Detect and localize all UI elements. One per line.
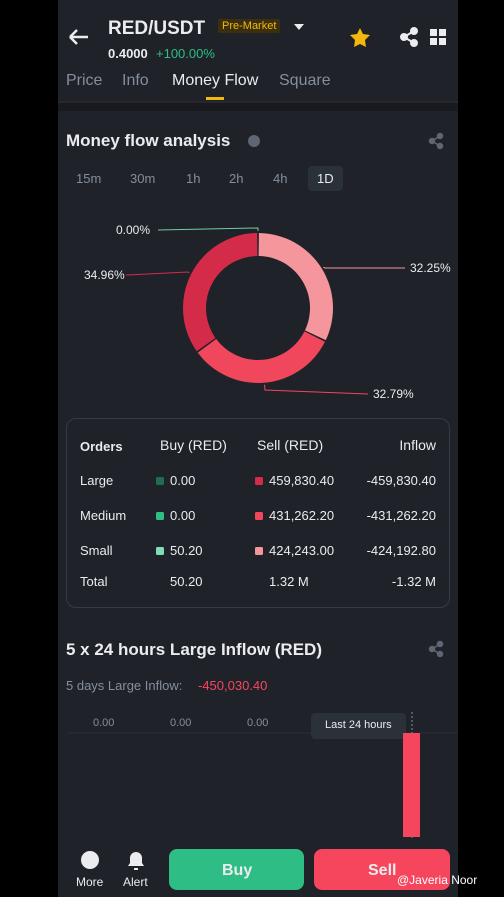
buy-label[interactable]: Buy [222, 862, 253, 879]
table-cell: 50.20 [170, 543, 203, 558]
tooltip: Last 24 hours [325, 719, 392, 731]
interval[interactable]: 4h [273, 171, 288, 186]
more-icon[interactable] [81, 851, 99, 869]
summary-label: 5 days Large Inflow: [66, 678, 183, 693]
summary-value: -450,030.40 [198, 678, 268, 693]
color-dot [255, 477, 263, 485]
donut-label: 32.25% [410, 261, 451, 275]
share-icon[interactable] [428, 132, 444, 150]
table-cell: 424,243.00 [269, 543, 335, 558]
donut-label: 32.79% [373, 387, 414, 401]
table-cell: -431,262.20 [366, 508, 436, 523]
color-dot [156, 547, 164, 555]
table-cell: 459,830.40 [269, 473, 335, 488]
buy-button[interactable] [169, 849, 304, 890]
leader-line [323, 266, 405, 269]
tab[interactable]: Info [122, 72, 149, 89]
active-interval-bg [308, 166, 343, 191]
section-title: Money flow analysis [66, 131, 231, 150]
table-cell: Total [80, 574, 108, 589]
tab[interactable]: Price [66, 72, 103, 89]
leader-line [125, 271, 190, 276]
alert-label[interactable]: Alert [123, 875, 148, 889]
table-cell: 0.00 [170, 473, 196, 488]
leader-line [264, 384, 369, 395]
tooltip-bg [311, 713, 406, 739]
dropdown-icon[interactable] [294, 24, 304, 30]
color-dot [255, 512, 263, 520]
donut-label: 34.96% [84, 268, 125, 282]
table-cell: Medium [80, 508, 127, 523]
info-icon[interactable] [248, 135, 260, 147]
alert-icon[interactable] [128, 852, 144, 870]
share-icon[interactable] [428, 640, 444, 658]
sell-button[interactable] [314, 849, 450, 890]
bar-label: 0.00 [247, 717, 269, 729]
table-card [66, 418, 450, 608]
interval[interactable]: 15m [76, 171, 102, 186]
color-dot [156, 477, 164, 485]
donut-segment [197, 331, 325, 384]
tab[interactable]: Square [279, 72, 331, 89]
interval[interactable]: 30m [130, 171, 156, 186]
app: RED/USDT Pre-Market 0.4000 +100.00% Mone… [58, 0, 458, 897]
price: 0.4000 [108, 46, 148, 61]
inflow-title: 5 x 24 hours Large Inflow (RED) [66, 640, 322, 659]
table-cell: 50.20 [170, 574, 203, 589]
table-header: Inflow [399, 437, 436, 453]
interval[interactable]: 1D [317, 171, 334, 186]
table-cell: 1.32 M [269, 574, 309, 589]
badge: Pre-Market [218, 19, 281, 33]
interval[interactable]: 1h [186, 171, 201, 186]
table-header: Sell (RED) [257, 437, 324, 453]
table-cell: Large [80, 473, 114, 488]
more-label[interactable]: More [76, 875, 104, 889]
bar [403, 733, 420, 837]
interval[interactable]: 2h [229, 171, 244, 186]
pair: RED/USDT [108, 18, 206, 39]
table-cell: 431,262.20 [269, 508, 335, 523]
donut-label: 0.00% [116, 223, 151, 237]
tab-indicator [206, 97, 224, 100]
bar-label: 0.00 [170, 717, 192, 729]
color-dot [156, 512, 164, 520]
grid-icon[interactable] [430, 29, 446, 45]
donut-segment [183, 233, 258, 352]
color-dot [255, 547, 263, 555]
table-cell: Small [80, 543, 113, 558]
bar-label: 0.00 [93, 717, 115, 729]
leader-line [157, 227, 259, 231]
table-cell: -459,830.40 [366, 473, 436, 488]
share-icon[interactable] [400, 27, 418, 47]
star-icon[interactable] [350, 28, 370, 47]
table-cell: 0.00 [170, 508, 196, 523]
back-icon[interactable] [69, 29, 88, 45]
tab[interactable]: Money Flow [172, 72, 259, 89]
sell-label[interactable]: Sell [368, 862, 397, 879]
table-header: Buy (RED) [160, 437, 227, 453]
watermark: @Javeria Noor [397, 873, 478, 887]
donut-segment [258, 233, 333, 341]
layer [58, 24, 458, 890]
separator [58, 103, 458, 111]
table-cell: -424,192.80 [366, 543, 436, 558]
table-header: Orders [80, 439, 123, 454]
change: +100.00% [156, 46, 215, 61]
table-cell: -1.32 M [391, 574, 436, 589]
